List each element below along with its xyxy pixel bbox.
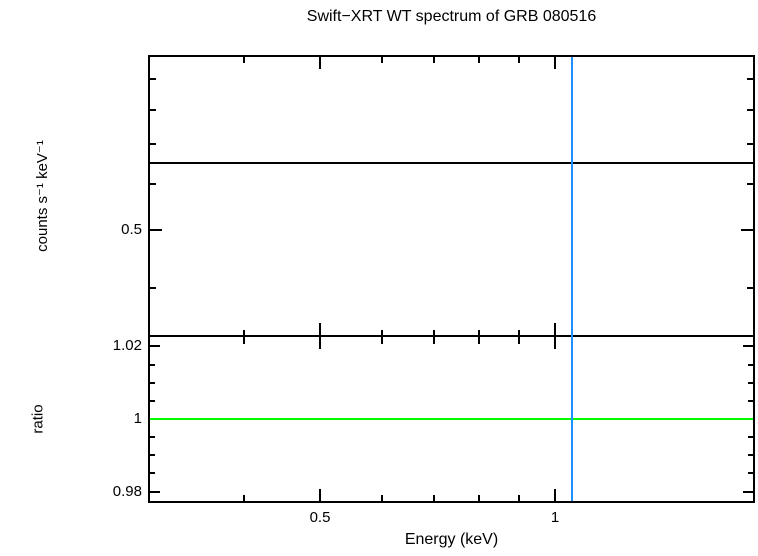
x-tick-minor <box>381 57 383 63</box>
y-tick-minor <box>150 143 156 145</box>
x-tick-minor <box>381 495 383 501</box>
x-tick-label: 0.5 <box>309 509 331 526</box>
y-tick-major <box>743 345 753 347</box>
x-tick-major <box>554 57 556 69</box>
y-tick-minor <box>747 109 753 111</box>
y-tick-major <box>150 229 162 231</box>
x-tick-minor <box>518 495 520 501</box>
x-tick-label: 1 <box>550 509 560 526</box>
x-tick-minor <box>478 495 480 501</box>
x-tick-minor <box>243 57 245 63</box>
y-tick-label: 0.5 <box>121 221 142 238</box>
x-tick-minor <box>518 57 520 63</box>
x-tick-major <box>319 489 321 501</box>
x-tick-minor <box>478 57 480 63</box>
top-y-axis-label: counts s⁻¹ keV⁻¹ <box>34 140 51 252</box>
y-tick-label: 1 <box>133 410 142 427</box>
y-tick-minor <box>150 109 156 111</box>
x-tick-minor <box>433 495 435 501</box>
y-tick-minor <box>150 400 155 402</box>
y-tick-minor <box>747 143 753 145</box>
x-tick-minor <box>518 330 520 344</box>
y-tick-minor <box>150 287 156 289</box>
y-tick-minor <box>748 454 753 456</box>
x-tick-major <box>319 323 321 349</box>
unity-ratio-line <box>150 418 753 420</box>
y-tick-label: 1.02 <box>112 337 142 354</box>
y-tick-minor <box>150 454 155 456</box>
y-tick-minor <box>150 382 155 384</box>
y-tick-minor <box>150 364 155 366</box>
x-tick-minor <box>478 330 480 344</box>
y-tick-major <box>743 491 753 493</box>
model-line <box>150 162 753 164</box>
x-tick-major <box>554 323 556 349</box>
y-tick-label: 0.98 <box>112 483 142 500</box>
x-tick-major <box>554 489 556 501</box>
y-tick-minor <box>150 472 155 474</box>
y-tick-major <box>741 229 753 231</box>
y-tick-minor <box>150 78 156 80</box>
y-tick-minor <box>748 382 753 384</box>
y-tick-minor <box>747 183 753 185</box>
y-tick-major <box>150 491 160 493</box>
spectrum-panel-frame <box>148 55 755 337</box>
x-tick-minor <box>381 330 383 344</box>
y-tick-minor <box>748 436 753 438</box>
x-tick-minor <box>243 495 245 501</box>
x-tick-major <box>319 57 321 69</box>
bottom-y-axis-label: ratio <box>29 404 47 434</box>
x-tick-minor <box>243 330 245 344</box>
y-tick-minor <box>748 364 753 366</box>
y-tick-minor <box>747 78 753 80</box>
ratio-panel-frame <box>148 337 755 503</box>
cursor-line <box>571 57 573 501</box>
y-tick-minor <box>748 472 753 474</box>
y-tick-major <box>150 345 160 347</box>
plot-title: Swift−XRT WT spectrum of GRB 080516 <box>306 8 597 25</box>
x-tick-minor <box>433 57 435 63</box>
x-axis-label: Energy (keV) <box>404 531 499 548</box>
y-tick-minor <box>150 183 156 185</box>
y-tick-minor <box>150 436 155 438</box>
x-tick-minor <box>433 330 435 344</box>
y-tick-minor <box>747 287 753 289</box>
y-tick-minor <box>748 400 753 402</box>
